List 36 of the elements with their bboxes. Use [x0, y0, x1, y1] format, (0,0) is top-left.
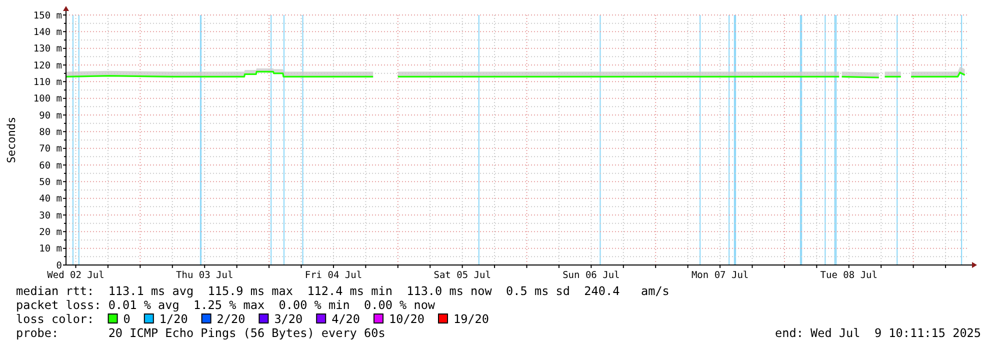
text: median rtt: 113.1 ms avg 115.9 ms max 112.4 ms min 113.0 ms now 0.5 ms sd 240.4 am/s — [16, 284, 670, 298]
y-tick-label: 50 m — [39, 176, 62, 188]
y-tick-label: 130 m — [33, 44, 62, 55]
y-tick-label: 20 m — [39, 226, 62, 238]
legend-label: 0 — [123, 312, 130, 326]
y-tick-label: 100 m — [33, 94, 62, 105]
y-tick-label: 30 m — [39, 210, 62, 222]
legend-label: 3/20 — [274, 312, 303, 326]
y-tick-label: 80 m — [39, 126, 62, 138]
x-tick-label: Thu 03 Jul — [176, 270, 234, 281]
legend-label: 19/20 — [454, 312, 490, 326]
legend-label: 10/20 — [389, 312, 425, 326]
y-tick-label: 120 m — [33, 60, 62, 72]
x-tick-label: Fri 04 Jul — [304, 270, 362, 281]
y-tick-label: 70 m — [39, 144, 62, 155]
y-tick-label: 90 m — [39, 110, 62, 122]
legend-title: loss color: — [16, 312, 94, 326]
legend-label: 2/20 — [216, 312, 246, 326]
x-tick-label: Sat 05 Jul — [434, 270, 491, 281]
y-axis-title: Seconds — [5, 116, 18, 164]
y-tick-label: 140 m — [33, 26, 62, 38]
text: end: Wed Jul 9 10:11:15 2025 — [775, 326, 981, 340]
legend-label: 4/20 — [332, 312, 360, 326]
y-tick-label: 150 m — [33, 10, 62, 22]
text: packet loss: 0.01 % avg 1.25 % max 0.00 % min 0.00 % now — [16, 298, 436, 312]
legend-label: 1/20 — [159, 312, 188, 326]
y-tick-label: 60 m — [39, 160, 62, 172]
x-tick-label: Tue 08 Jul — [820, 270, 878, 281]
y-tick-label: 40 m — [39, 194, 62, 205]
x-tick-label: Sun 06 Jul — [562, 270, 620, 281]
x-tick-label: Wed 02 Jul — [47, 270, 104, 281]
text: probe: 20 ICMP Echo Pings (56 Bytes) every 60s — [16, 326, 386, 340]
y-tick-label: 10 m — [39, 244, 62, 255]
y-tick-label: 110 m — [33, 76, 62, 88]
y-tick-label: 0 — [56, 260, 62, 272]
x-tick-label: Mon 07 Jul — [691, 270, 749, 281]
